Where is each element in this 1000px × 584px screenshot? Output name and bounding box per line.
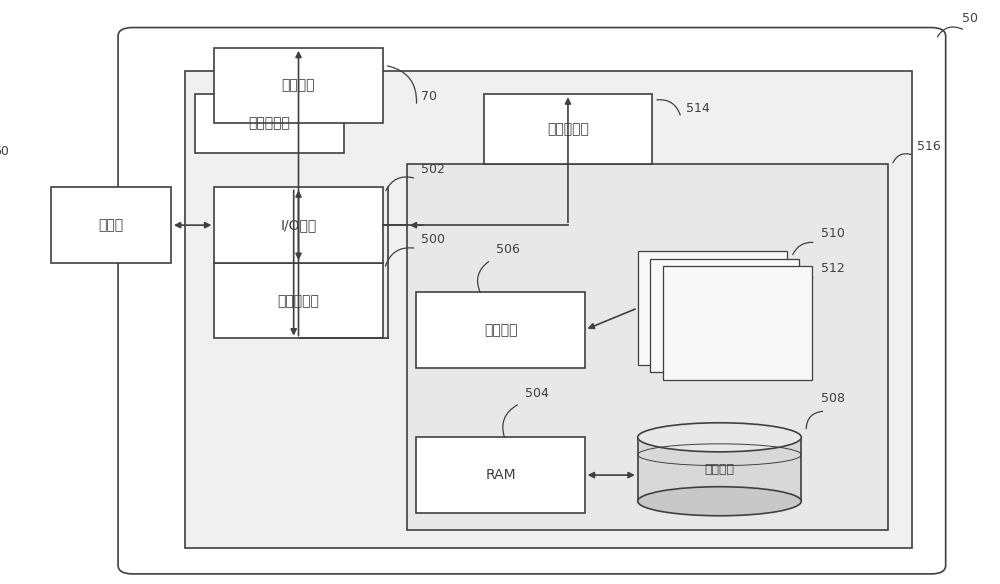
Text: 外部设备: 外部设备 [282,79,315,93]
Bar [185,71,912,548]
Text: 516: 516 [917,140,941,152]
Text: 508: 508 [821,392,845,405]
Text: I/O接口: I/O接口 [280,218,317,232]
Bar [638,251,787,364]
Text: 506: 506 [496,243,520,256]
Text: 510: 510 [821,227,844,239]
Bar [484,95,652,164]
Text: 存储系统: 存储系统 [705,463,735,476]
Text: 网络适配器: 网络适配器 [547,122,589,136]
Bar [51,187,171,263]
Text: 500: 500 [421,232,445,245]
Text: 计算机设备: 计算机设备 [249,116,291,130]
Text: 70: 70 [421,90,437,103]
Text: 处理器单元: 处理器单元 [278,294,319,308]
Text: 504: 504 [525,387,549,399]
Text: 512: 512 [821,262,844,274]
FancyBboxPatch shape [118,27,946,574]
Bar [416,437,585,513]
Bar [214,48,383,123]
Bar [663,266,812,380]
Ellipse shape [638,423,801,452]
Bar [638,437,801,501]
Bar [214,187,383,263]
Text: 502: 502 [421,163,445,176]
Bar [195,95,344,152]
Text: RAM: RAM [485,468,516,482]
Text: 50: 50 [962,12,978,25]
Bar [407,164,888,530]
Text: 514: 514 [686,102,710,114]
Text: 60: 60 [0,145,9,158]
Bar [416,292,585,367]
Text: 高速缓存: 高速缓存 [484,323,517,337]
Text: 显示器: 显示器 [98,218,123,232]
Ellipse shape [638,486,801,516]
Bar [650,259,799,372]
Bar [214,263,383,339]
